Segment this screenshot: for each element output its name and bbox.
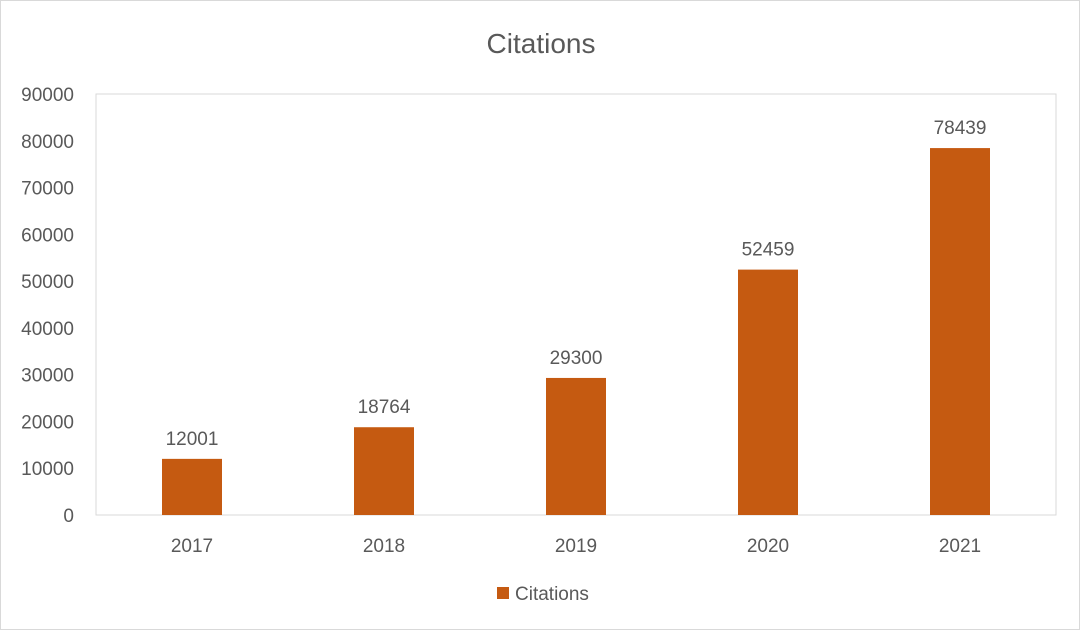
y-tick-label: 40000: [21, 319, 74, 340]
data-label: 18764: [358, 397, 411, 418]
y-tick-label: 0: [63, 506, 74, 527]
y-tick-label: 30000: [21, 366, 74, 387]
legend-label: Citations: [515, 584, 589, 605]
legend-swatch: [497, 587, 509, 599]
data-label: 12001: [166, 429, 219, 450]
bar-2017: [162, 458, 222, 515]
y-tick-label: 80000: [21, 132, 74, 153]
x-tick-label: 2021: [939, 536, 981, 557]
data-label: 29300: [550, 348, 603, 369]
data-label: 78439: [934, 118, 987, 139]
chart-title: Citations: [487, 28, 596, 59]
bar-2020: [738, 269, 798, 515]
bar-2018: [354, 427, 414, 515]
y-tick-label: 90000: [21, 85, 74, 106]
legend: Citations: [497, 584, 589, 605]
x-tick-label: 2017: [171, 536, 213, 557]
y-tick-label: 70000: [21, 179, 74, 200]
y-tick-label: 50000: [21, 272, 74, 293]
bar-2019: [546, 377, 606, 515]
x-tick-label: 2020: [747, 536, 789, 557]
bar-2021: [930, 148, 990, 516]
x-tick-label: 2018: [363, 536, 405, 557]
y-tick-label: 10000: [21, 459, 74, 480]
data-label: 52459: [742, 240, 795, 261]
x-tick-label: 2019: [555, 536, 597, 557]
y-tick-label: 20000: [21, 412, 74, 433]
y-tick-label: 60000: [21, 225, 74, 246]
